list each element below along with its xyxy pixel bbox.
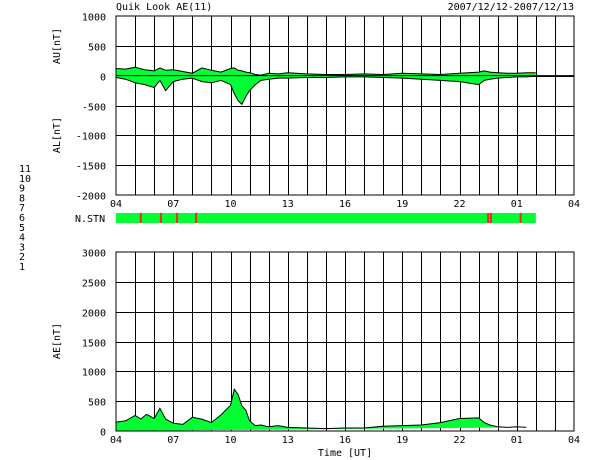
ae-y-tick-label: 3000	[82, 249, 106, 260]
station-bar-missing-mark	[176, 213, 179, 223]
station-legend-label: 7	[19, 203, 25, 214]
au-series-line	[115, 66, 536, 76]
ae-y-tick-label: 1500	[82, 339, 106, 350]
ae-y-tick-label: 2500	[82, 279, 106, 290]
station-legend-label: 1	[19, 262, 25, 273]
ae-grid	[116, 252, 574, 431]
ae-x-tick-label: 19	[396, 435, 408, 446]
au-al-x-tick-label: 01	[511, 199, 523, 210]
au-al-frame	[115, 15, 575, 196]
au-al-x-tick-label: 07	[167, 199, 179, 210]
ae-x-tick-label: 16	[339, 435, 351, 446]
ae-x-tick-label: 01	[511, 435, 523, 446]
au-al-x-tick-label: 19	[396, 199, 408, 210]
station-bar-body	[116, 213, 536, 223]
station-legend-label: 10	[19, 174, 31, 185]
station-legend-label: 6	[19, 213, 25, 224]
au-al-x-tick-label: 10	[224, 199, 236, 210]
au-al-y-ticks: 1000 500 0 -500 -1000 -1500 -2000	[76, 13, 106, 203]
au-al-y-tick-label: 500	[88, 43, 106, 54]
ae-y-ticks: 3000 2500 2000 1500 1000 500 0	[82, 249, 106, 439]
au-al-panel: 1000 500 0 -500 -1000 -1500 -2000 04 07 10 13 16 19…	[52, 13, 580, 211]
station-bar: N.STN	[75, 213, 536, 225]
au-al-x-tick-label: 22	[453, 199, 465, 210]
station-legend-label: 4	[19, 233, 25, 244]
al-series-line	[115, 75, 536, 106]
station-bar-label: N.STN	[75, 214, 105, 225]
ae-series-line	[115, 388, 527, 430]
au-al-x-tick-label: 04	[110, 199, 122, 210]
au-al-y-tick-label: -1000	[76, 132, 106, 143]
au-al-y-tick-label: 1000	[82, 13, 106, 24]
au-al-y-tick-label: -2000	[76, 192, 106, 203]
station-legend-label: 8	[19, 193, 25, 204]
au-al-x-tick-label: 04	[568, 199, 580, 210]
station-bar-missing-mark	[195, 213, 198, 223]
station-legend-label: 2	[19, 252, 25, 263]
au-al-y-tick-label: -500	[82, 103, 106, 114]
chart-title: Quik Look AE(11)	[116, 2, 212, 13]
au-al-x-tick-label: 16	[339, 199, 351, 210]
au-axis-label: AU[nT]	[52, 28, 63, 64]
station-bar-missing-mark	[487, 213, 490, 223]
ae-frame	[115, 251, 575, 432]
station-bar-missing-mark	[159, 213, 162, 223]
date-range: 2007/12/12-2007/12/13	[448, 2, 574, 13]
station-bar-missing-mark	[519, 213, 522, 223]
ae-x-tick-label: 07	[167, 435, 179, 446]
ae-y-tick-label: 500	[88, 398, 106, 409]
au-al-fill-area	[116, 67, 536, 105]
station-bar-missing-mark	[489, 213, 492, 223]
ae-y-tick-label: 0	[100, 428, 106, 439]
x-axis-label: Time [UT]	[318, 448, 372, 459]
au-al-y-tick-label: -1500	[76, 162, 106, 173]
station-bar-fill	[116, 213, 536, 223]
station-legend-label: 11	[19, 164, 31, 175]
ae-axis-label: AE[nT]	[52, 323, 63, 359]
au-al-y-tick-label: 0	[100, 73, 106, 84]
al-axis-label: AL[nT]	[52, 117, 63, 153]
ae-x-ticks: 04 07 10 13 16 19 22 01 04	[110, 435, 580, 446]
ae-y-tick-label: 2000	[82, 309, 106, 320]
station-bar-missing-mark	[139, 213, 142, 223]
station-legend-label: 9	[19, 184, 25, 195]
ae-x-tick-label: 04	[568, 435, 580, 446]
au-al-series	[115, 66, 574, 106]
ae-x-tick-label: 10	[224, 435, 236, 446]
au-al-x-tick-label: 13	[282, 199, 294, 210]
ae-x-tick-label: 04	[110, 435, 122, 446]
ae-x-tick-label: 22	[453, 435, 465, 446]
ae-fill-area	[116, 389, 527, 431]
station-legend-label: 5	[19, 223, 25, 234]
station-legend-label: 3	[19, 242, 25, 253]
ae-y-tick-label: 1000	[82, 368, 106, 379]
ae-x-tick-label: 13	[282, 435, 294, 446]
ae-series	[115, 388, 527, 431]
au-al-grid	[116, 16, 574, 195]
au-al-x-ticks: 04 07 10 13 16 19 22 01 04	[110, 199, 580, 210]
